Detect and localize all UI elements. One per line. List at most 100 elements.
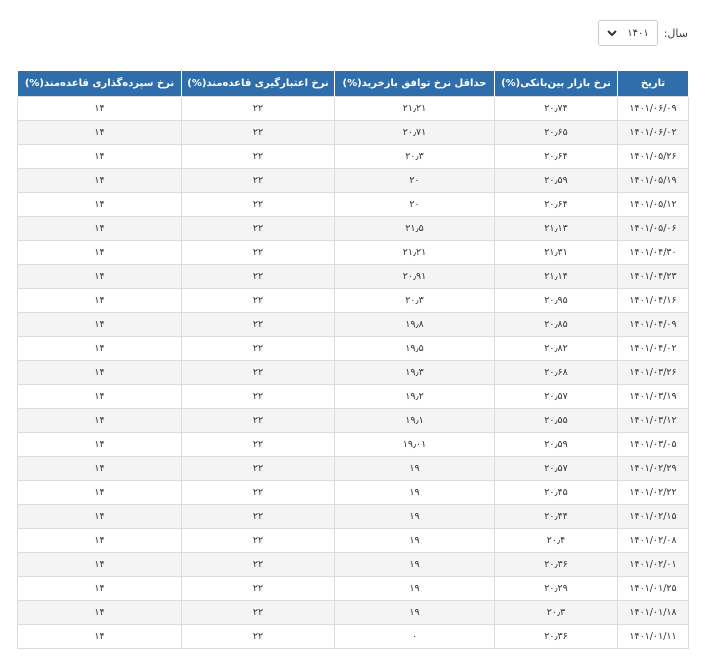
table-cell: ۱۴: [17, 288, 182, 313]
table-body: ۱۴۰۱/۰۶/۰۹ ۲۰٫۷۴ ۲۱٫۲۱ ۲۲ ۱۴ ۱۴۰۱/۰۶/۰۲ ۲۰٫۶۵ ۲…: [17, 96, 689, 649]
table-cell: ۱۴: [17, 168, 182, 193]
filter-label: سال:: [663, 26, 688, 40]
table-cell: ۱۹٫۵: [334, 336, 495, 361]
table-cell: ۲۰٫۵۷: [494, 384, 618, 409]
table-cell: ۲۰٫۶۵: [494, 120, 618, 145]
table-cell: ۲۲: [181, 408, 335, 433]
table-cell: ۲۲: [181, 576, 335, 601]
table-cell: ۱۴۰۱/۰۳/۲۶: [617, 360, 689, 385]
table-cell: ۲۲: [181, 624, 335, 649]
table-cell: ۱۴: [17, 216, 182, 241]
table-cell: ۱۹٫۰۱: [334, 432, 495, 457]
table-cell: ۱۴۰۱/۰۱/۲۵: [617, 576, 689, 601]
table-row: ۱۴۰۱/۰۵/۱۲ ۲۰٫۶۴ ۲۰ ۲۲ ۱۴: [17, 192, 689, 217]
table-cell: ۲۰٫۴: [494, 528, 618, 553]
table-cell: ۲۲: [181, 600, 335, 625]
table-cell: ۲۲: [181, 144, 335, 169]
header-row: تاریخ نرخ بازار بین‌بانکی(%) حداقل نرخ توا…: [17, 70, 689, 97]
table-cell: ۱۴۰۱/۰۴/۳۰: [617, 240, 689, 265]
table-cell: ۱۴: [17, 384, 182, 409]
table-cell: ۱۴: [17, 528, 182, 553]
table-row: ۱۴۰۱/۰۳/۲۶ ۲۰٫۶۸ ۱۹٫۳ ۲۲ ۱۴: [17, 360, 689, 385]
table-cell: ۱۴: [17, 456, 182, 481]
table-cell: ۱۴: [17, 120, 182, 145]
table-row: ۱۴۰۱/۰۳/۰۵ ۲۰٫۵۹ ۱۹٫۰۱ ۲۲ ۱۴: [17, 432, 689, 457]
select-value: ۱۴۰۱: [627, 27, 649, 39]
table-row: ۱۴۰۱/۰۲/۱۵ ۲۰٫۴۴ ۱۹ ۲۲ ۱۴: [17, 504, 689, 529]
table-cell: ۱۴: [17, 360, 182, 385]
table-cell: ۲۰: [334, 168, 495, 193]
table-cell: ۱۹: [334, 528, 495, 553]
table-row: ۱۴۰۱/۰۴/۰۲ ۲۰٫۸۲ ۱۹٫۵ ۲۲ ۱۴: [17, 336, 689, 361]
table-cell: ۱۹: [334, 456, 495, 481]
table-cell: ۲۲: [181, 168, 335, 193]
table-cell: ۲۰٫۴۴: [494, 504, 618, 529]
table-cell: ۲۰٫۸۲: [494, 336, 618, 361]
table-cell: ۱۴: [17, 240, 182, 265]
column-header: نرخ اعتبارگیری قاعده‌مند(%): [181, 70, 335, 97]
table-cell: ۱۴: [17, 192, 182, 217]
table-cell: ۱۴۰۱/۰۱/۱۸: [617, 600, 689, 625]
table-cell: ۱۴۰۱/۰۵/۲۶: [617, 144, 689, 169]
table-cell: ۲۰: [334, 192, 495, 217]
rates-table: تاریخ نرخ بازار بین‌بانکی(%) حداقل نرخ توا…: [17, 70, 689, 649]
table-cell: ۱۴: [17, 144, 182, 169]
table-row: ۱۴۰۱/۰۵/۰۶ ۲۱٫۱۳ ۲۱٫۵ ۲۲ ۱۴: [17, 216, 689, 241]
table-cell: ۲۲: [181, 504, 335, 529]
table-cell: ۲۰٫۹۱: [334, 264, 495, 289]
table-cell: ۲۲: [181, 336, 335, 361]
table-cell: ۲۰٫۴۵: [494, 480, 618, 505]
table-row: ۱۴۰۱/۰۲/۰۱ ۲۰٫۳۶ ۱۹ ۲۲ ۱۴: [17, 552, 689, 577]
table-row: ۱۴۰۱/۰۴/۲۳ ۲۱٫۱۴ ۲۰٫۹۱ ۲۲ ۱۴: [17, 264, 689, 289]
table-cell: ۱۹٫۲: [334, 384, 495, 409]
table-cell: ۱۴: [17, 504, 182, 529]
column-header: نرخ بازار بین‌بانکی(%): [494, 70, 618, 97]
table-cell: ۱۴۰۱/۰۴/۱۶: [617, 288, 689, 313]
table-cell: ۱۴۰۱/۰۵/۱۲: [617, 192, 689, 217]
table-cell: ۲۰٫۵۹: [494, 432, 618, 457]
table-cell: ۱۴۰۱/۰۶/۰۹: [617, 96, 689, 121]
table-cell: ۱۴۰۱/۰۲/۰۸: [617, 528, 689, 553]
column-header: نرخ سپرده‌گذاری قاعده‌مند(%): [17, 70, 182, 97]
table-cell: ۲۱٫۱۴: [494, 264, 618, 289]
table-row: ۱۴۰۱/۰۴/۳۰ ۲۱٫۳۱ ۲۱٫۲۱ ۲۲ ۱۴: [17, 240, 689, 265]
table-cell: ۱۴: [17, 264, 182, 289]
year-select[interactable]: ۱۴۰۱: [597, 20, 658, 46]
table-cell: ۱۴: [17, 576, 182, 601]
table-cell: ۱۴۰۱/۰۵/۱۹: [617, 168, 689, 193]
table-cell: ۲۰٫۷۴: [494, 96, 618, 121]
table-cell: ۲۲: [181, 528, 335, 553]
year-filter: سال: ۱۴۰۱: [597, 19, 688, 47]
table-cell: ۱۴: [17, 432, 182, 457]
table-cell: ۲۰٫۹۵: [494, 288, 618, 313]
table-cell: ۱۴۰۱/۰۲/۱۵: [617, 504, 689, 529]
table-cell: ۲۰٫۶۴: [494, 144, 618, 169]
table-cell: ۲۲: [181, 240, 335, 265]
table-cell: ۲۰٫۳: [334, 144, 495, 169]
table-row: ۱۴۰۱/۰۳/۱۹ ۲۰٫۵۷ ۱۹٫۲ ۲۲ ۱۴: [17, 384, 689, 409]
table-cell: ۲۲: [181, 216, 335, 241]
table-cell: ۱۴۰۱/۰۵/۰۶: [617, 216, 689, 241]
table-cell: ۲۰٫۳: [334, 288, 495, 313]
table-cell: ۲۲: [181, 96, 335, 121]
table-cell: ۱۴: [17, 408, 182, 433]
table-cell: ۱۴: [17, 336, 182, 361]
table-cell: ۲۰٫۵۹: [494, 168, 618, 193]
table-cell: ۱۴۰۱/۰۱/۱۱: [617, 624, 689, 649]
table-cell: ۱۴۰۱/۰۴/۰۹: [617, 312, 689, 337]
table-cell: ۱۴۰۱/۰۶/۰۲: [617, 120, 689, 145]
table-row: ۱۴۰۱/۰۳/۱۲ ۲۰٫۵۵ ۱۹٫۱ ۲۲ ۱۴: [17, 408, 689, 433]
table-cell: ۲۰٫۳۶: [494, 624, 618, 649]
table-cell: ۲۲: [181, 288, 335, 313]
table-cell: ۲۲: [181, 360, 335, 385]
table-cell: ۲۰٫۳: [494, 600, 618, 625]
table-row: ۱۴۰۱/۰۴/۰۹ ۲۰٫۸۵ ۱۹٫۸ ۲۲ ۱۴: [17, 312, 689, 337]
table-cell: ۲۰٫۷۱: [334, 120, 495, 145]
table-row: ۱۴۰۱/۰۶/۰۹ ۲۰٫۷۴ ۲۱٫۲۱ ۲۲ ۱۴: [17, 96, 689, 121]
table-cell: ۲۲: [181, 432, 335, 457]
table-cell: ۲۲: [181, 192, 335, 217]
table-cell: ۲۱٫۵: [334, 216, 495, 241]
table-cell: ۱۴۰۱/۰۲/۰۱: [617, 552, 689, 577]
table-cell: ۲۲: [181, 552, 335, 577]
table-cell: ۱۴۰۱/۰۳/۱۹: [617, 384, 689, 409]
